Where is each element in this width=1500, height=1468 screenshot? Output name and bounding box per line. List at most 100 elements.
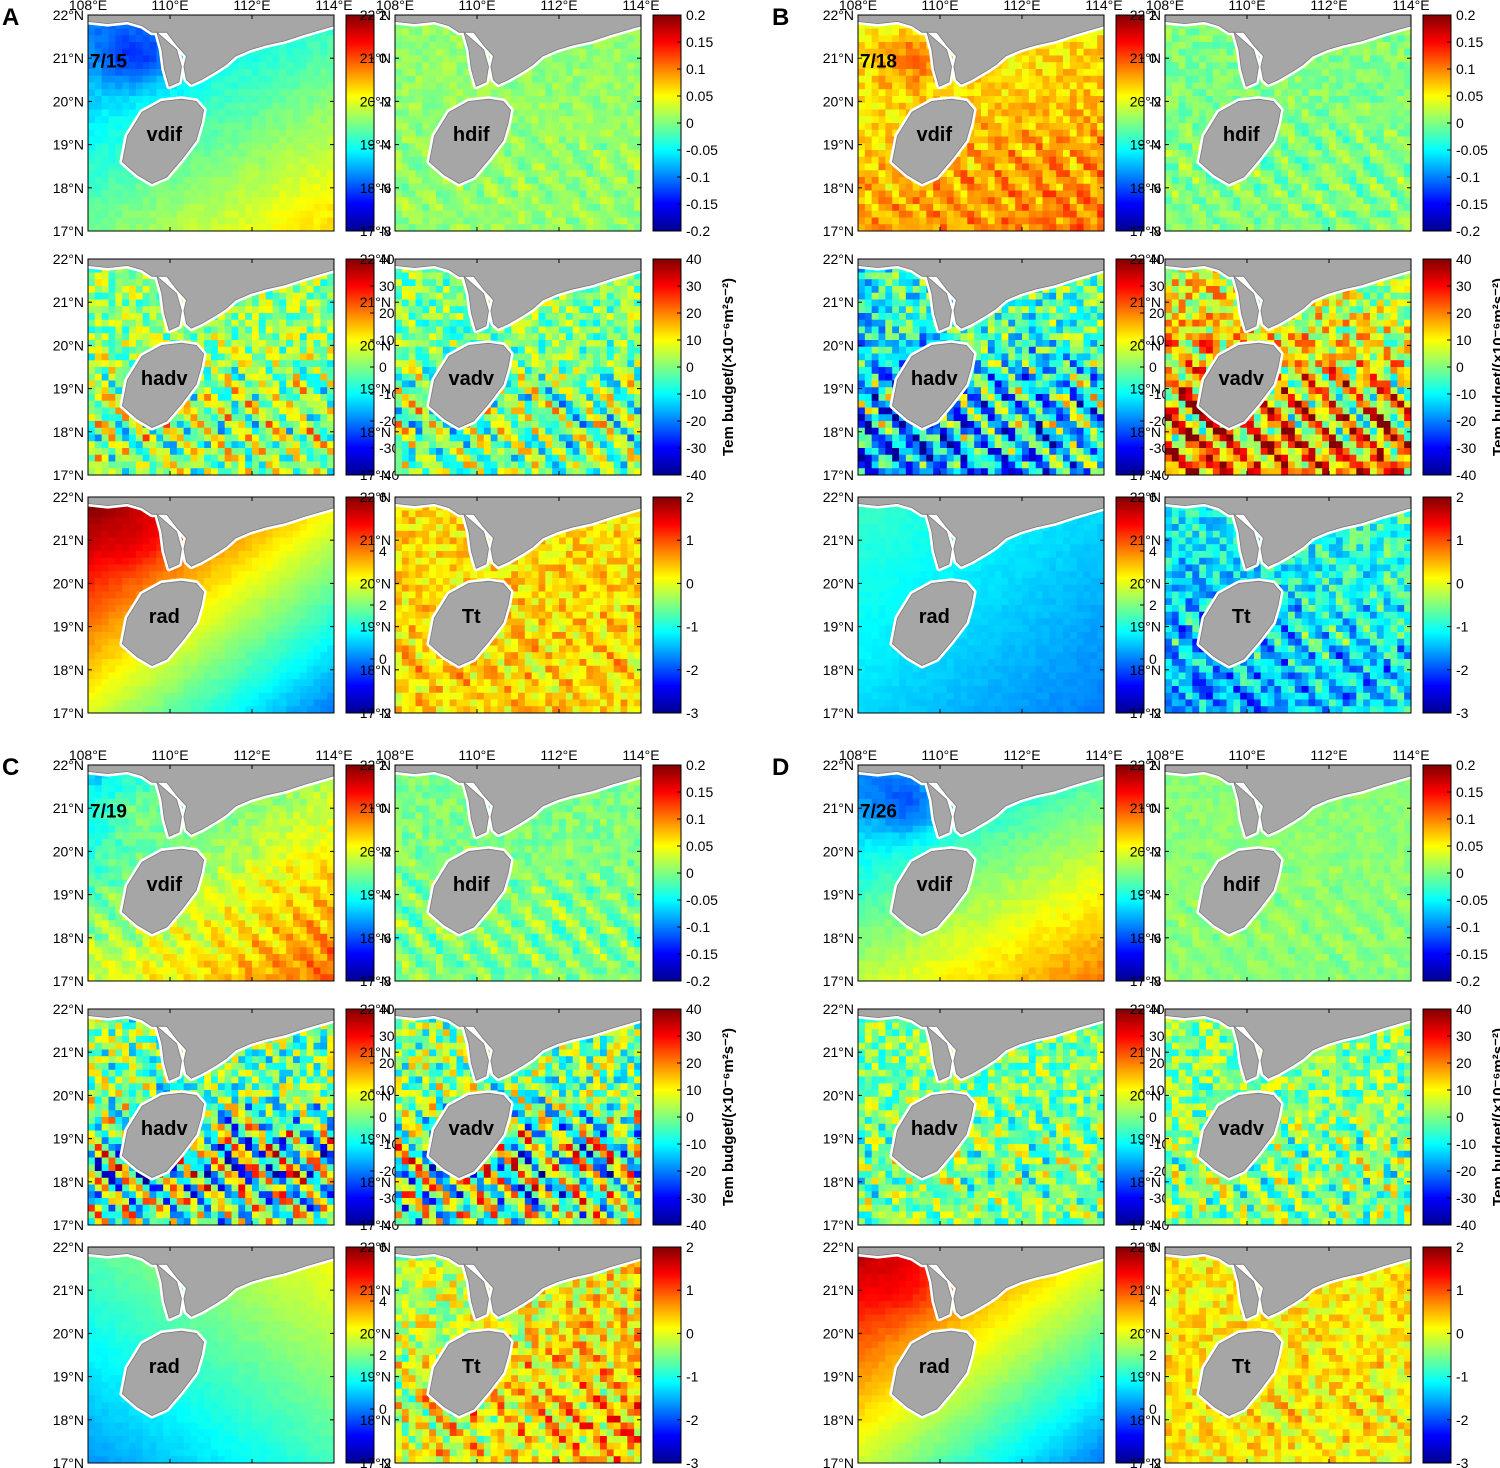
field-cell [415, 62, 423, 70]
field-cell [272, 306, 280, 314]
field-cell [327, 224, 334, 231]
field-cell [408, 286, 417, 294]
field-cell [593, 421, 601, 429]
field-cell [279, 346, 287, 355]
field-cell [559, 102, 567, 111]
field-cell [565, 210, 574, 219]
field-cell [538, 190, 546, 198]
field-cell [238, 387, 246, 395]
field-cell [327, 448, 334, 456]
field-cell [606, 299, 615, 307]
field-cell [600, 353, 608, 361]
field-cell [511, 461, 519, 469]
field-cell [272, 313, 280, 321]
field-cell [620, 434, 628, 442]
field-cell [211, 183, 219, 192]
field-cell [149, 224, 157, 231]
field-cell [149, 35, 157, 43]
field-cell [606, 380, 615, 388]
field-cell [483, 434, 492, 442]
field-cell [565, 102, 574, 111]
field-cell [299, 434, 308, 442]
field-cell [565, 217, 574, 225]
field-cell [415, 82, 423, 90]
field-cell [88, 42, 96, 50]
field-cell [429, 75, 437, 84]
field-cell [197, 448, 205, 456]
field-cell [115, 224, 123, 231]
colorbar-tick-label: -8 [379, 223, 392, 239]
field-cell [293, 177, 301, 185]
field-cell [524, 224, 533, 231]
field-cell [211, 454, 219, 463]
field-cell [293, 537, 301, 545]
field-cell [183, 468, 192, 475]
field-cell [313, 150, 321, 158]
field-cell [627, 279, 635, 287]
field-cell [504, 380, 512, 388]
field-cell [552, 414, 560, 422]
field-cell [115, 306, 123, 314]
field-cell [293, 69, 301, 77]
field-cell [422, 48, 430, 57]
field-cell [245, 333, 253, 341]
field-cell [129, 109, 137, 117]
field-cell [101, 177, 110, 185]
field-cell [586, 96, 594, 104]
field-cell [545, 367, 553, 375]
field-cell [101, 197, 110, 205]
field-cell [456, 96, 464, 104]
field-cell [572, 129, 581, 138]
field-cell [238, 55, 246, 63]
field-cell [395, 407, 403, 415]
field-cell [163, 183, 171, 192]
field-cell [620, 102, 628, 111]
field-cell [579, 380, 587, 388]
field-cell [586, 42, 594, 50]
colorbar-tick-label: -20 [686, 413, 706, 429]
field-cell [627, 380, 635, 388]
field-cell [572, 48, 581, 57]
field-cell [559, 55, 567, 63]
field-cell [422, 454, 430, 463]
field-cell [415, 204, 423, 212]
field-cell [108, 75, 116, 84]
field-cell [204, 156, 212, 165]
field-cell [511, 373, 519, 382]
field-cell [559, 319, 567, 328]
field-cell [552, 454, 560, 463]
field-cell [511, 123, 519, 131]
field-cell [497, 468, 505, 475]
field-cell [101, 143, 110, 151]
field-cell [211, 380, 219, 388]
field-cell [620, 35, 628, 43]
field-cell [415, 373, 423, 382]
field-cell [94, 210, 103, 219]
field-cell [306, 204, 315, 212]
field-cell [122, 48, 130, 57]
field-cell [142, 468, 151, 475]
field-cell [293, 346, 301, 355]
field-cell [572, 434, 581, 442]
field-cell [511, 326, 519, 334]
field-cell [224, 333, 233, 341]
field-cell [327, 537, 334, 545]
field-cell [559, 414, 567, 422]
field-cell [456, 55, 464, 63]
field-cell [395, 434, 403, 442]
field-cell [613, 286, 622, 294]
field-cell [538, 414, 546, 422]
field-cell [586, 129, 594, 138]
field-cell [559, 380, 567, 388]
field-cell [620, 448, 628, 456]
field-cell [559, 150, 567, 158]
field-cell [115, 190, 123, 198]
field-cell [320, 224, 328, 231]
latitude-tick-label: 20°N [53, 337, 84, 353]
field-cell [627, 177, 635, 185]
field-cell [211, 407, 219, 415]
field-cell [299, 394, 308, 402]
field-cell [88, 35, 96, 43]
field-cell [606, 69, 615, 77]
